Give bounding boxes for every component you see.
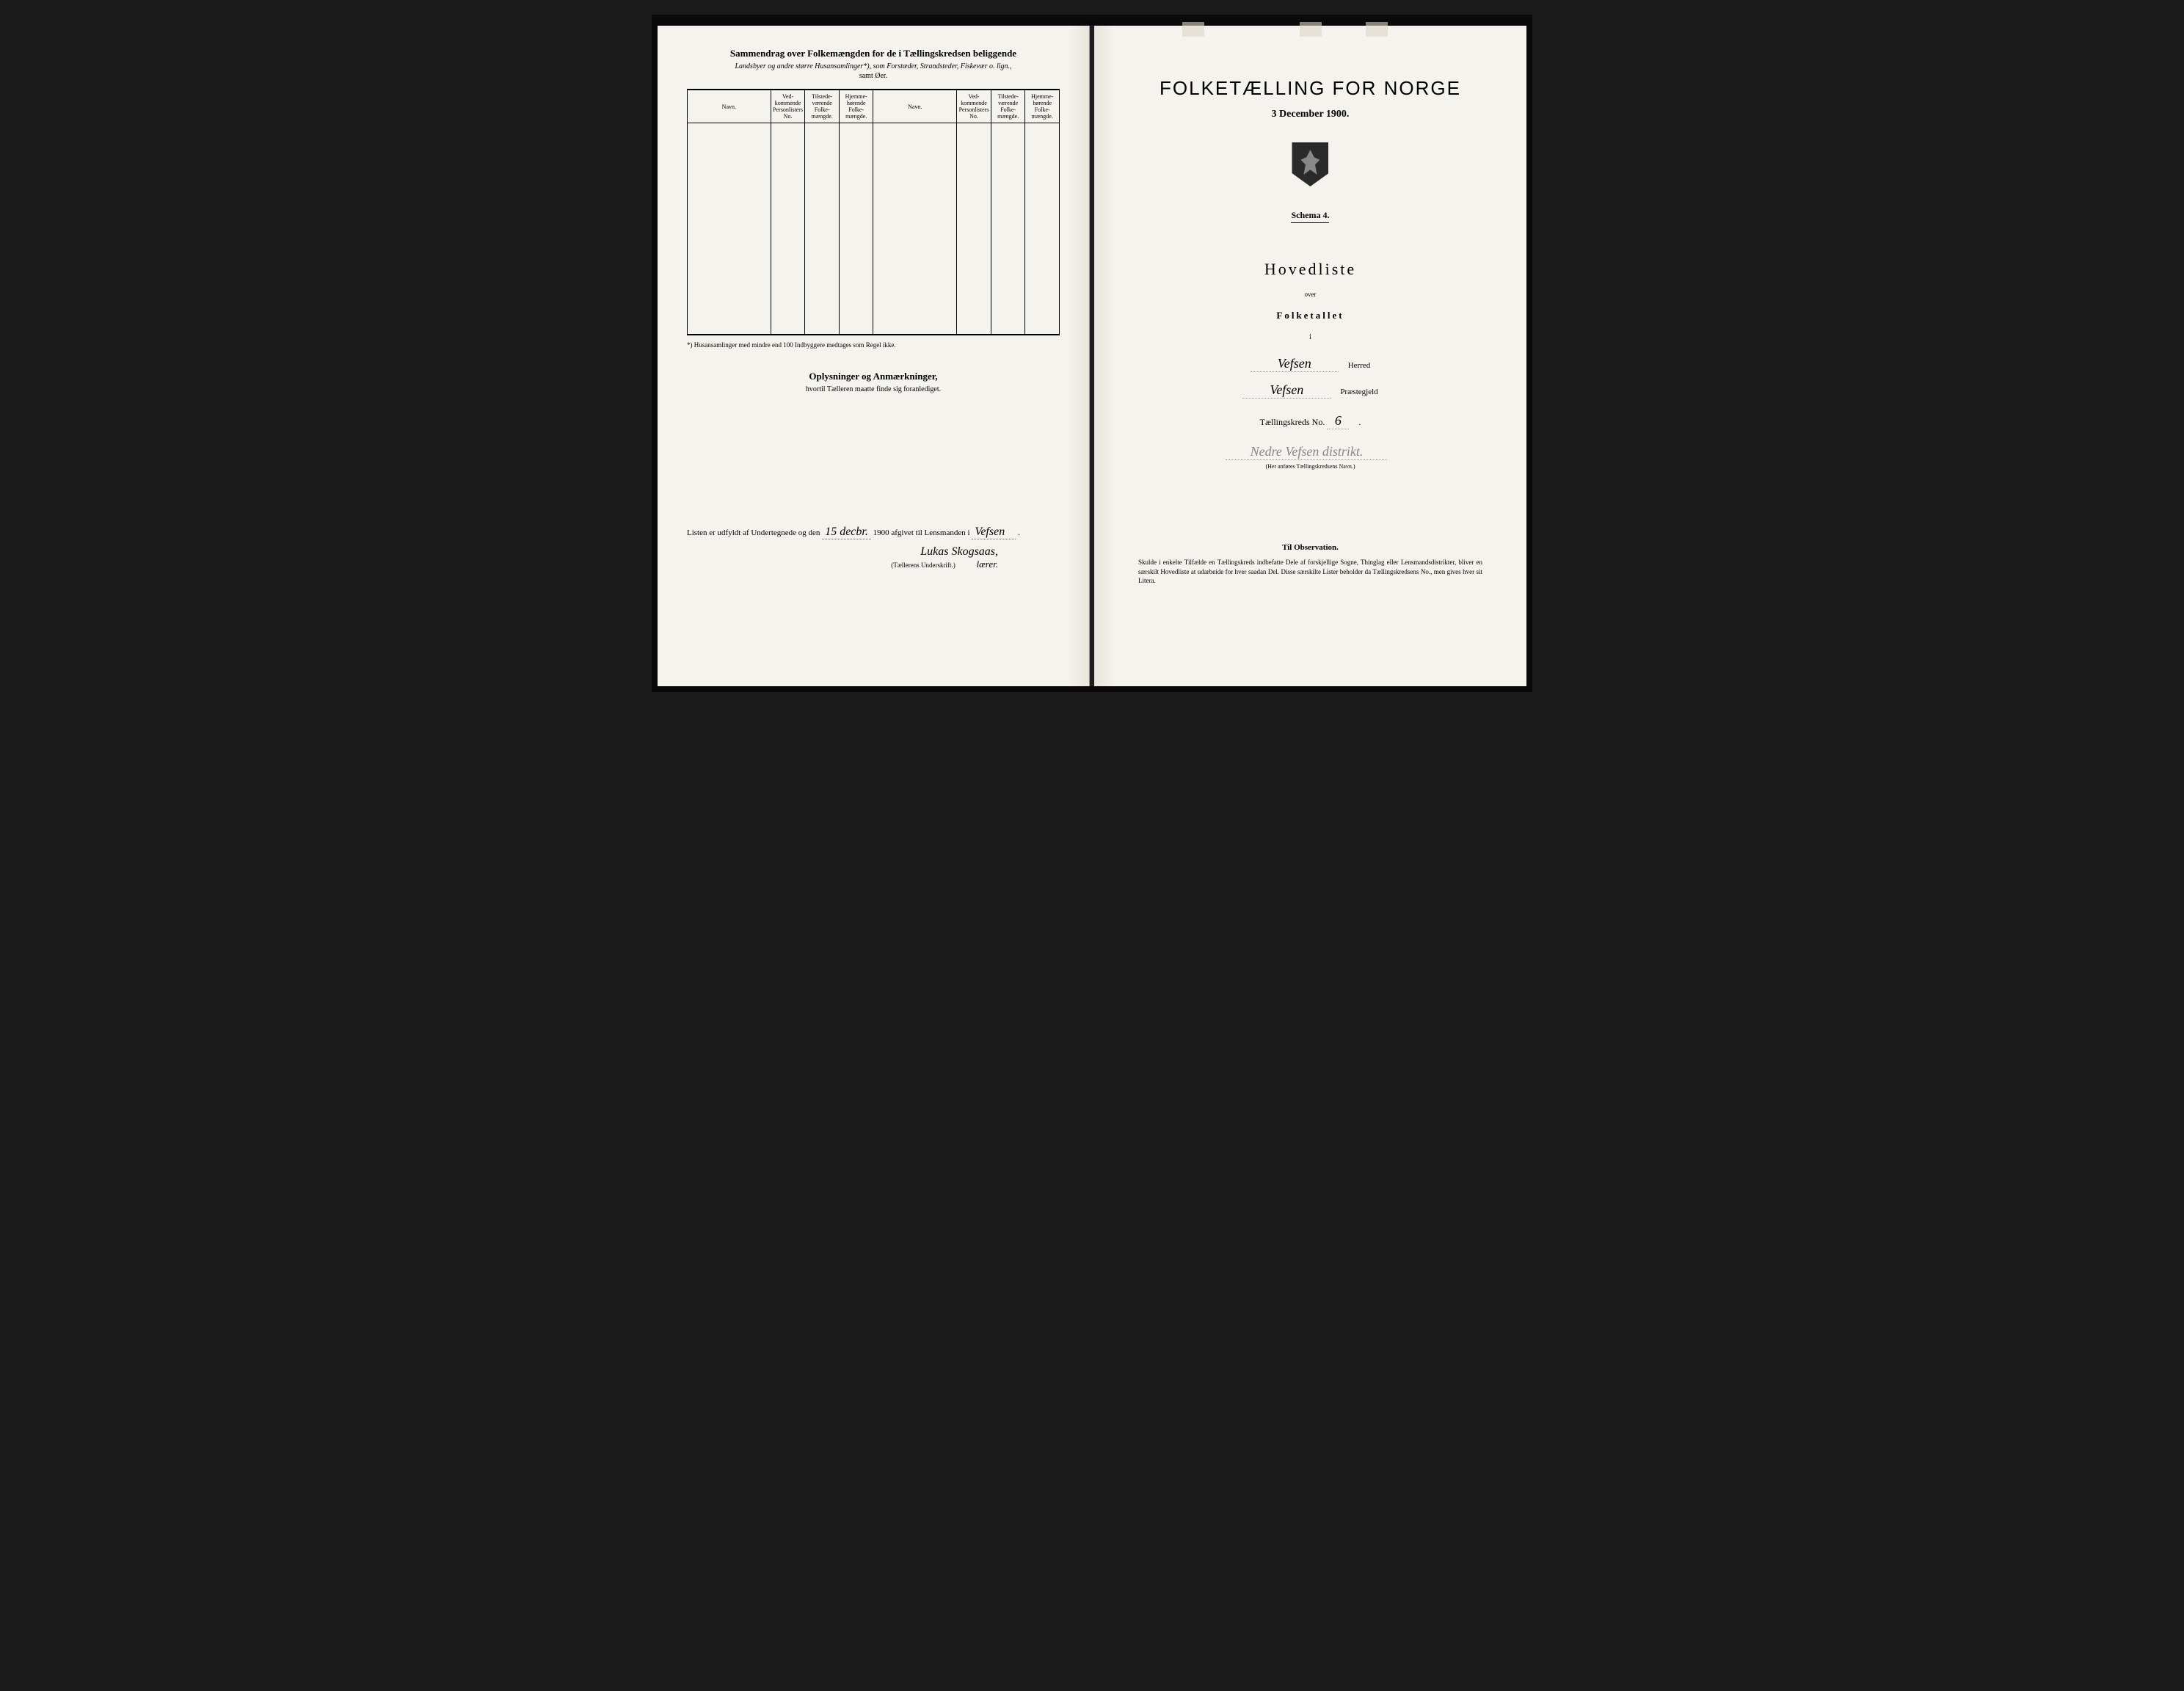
tape-mark	[1182, 22, 1204, 37]
left-page: Sammendrag over Folkemængden for de i Tæ…	[658, 26, 1090, 686]
sig-label: (Tællerens Underskrift.)	[891, 561, 955, 569]
over-label: over	[1124, 291, 1497, 298]
district-row: Nedre Vefsen distrikt.	[1124, 444, 1497, 460]
col-navn-1: Navn.	[688, 90, 771, 123]
i-label: i	[1124, 333, 1497, 341]
sig-place: Vefsen	[972, 526, 1016, 539]
summary-subtitle2: samt Øer.	[687, 72, 1060, 80]
table-row	[688, 282, 1060, 299]
sig-year: 1900	[873, 528, 889, 537]
table-row	[688, 247, 1060, 264]
census-title: FOLKETÆLLING FOR NORGE	[1124, 77, 1497, 100]
district-name: Nedre Vefsen distrikt.	[1226, 444, 1387, 460]
tape-mark	[1300, 22, 1322, 37]
table-row	[688, 299, 1060, 317]
table-row	[688, 211, 1060, 229]
hovedliste-heading: Hovedliste	[1124, 260, 1497, 279]
summary-subtitle: Landsbyer og andre større Husansamlinger…	[687, 62, 1060, 70]
signature-name-row: Lukas Skogsaas,	[687, 545, 1001, 559]
table-row	[688, 123, 1060, 141]
census-date: 3 December 1900.	[1124, 109, 1497, 120]
signer-role: lærer.	[957, 559, 1001, 570]
praeste-value: Vefsen	[1242, 382, 1331, 399]
praeste-row: Vefsen Præstegjeld	[1124, 382, 1497, 399]
kreds-value: 6	[1327, 413, 1349, 429]
herred-value: Vefsen	[1251, 356, 1339, 372]
footnote: *) Husansamlinger med mindre end 100 Ind…	[687, 341, 1060, 349]
book-spread: Sammendrag over Folkemængden for de i Tæ…	[652, 15, 1532, 692]
signature-label-row: (Tællerens Underskrift.) lærer.	[687, 559, 1001, 570]
praeste-label: Præstegjeld	[1340, 388, 1377, 396]
col-navn-2: Navn.	[873, 90, 957, 123]
sig-mid: afgivet til Lensmanden i	[891, 528, 969, 537]
remarks-title: Oplysninger og Anmærkninger,	[687, 371, 1060, 382]
coat-of-arms-icon	[1292, 142, 1328, 186]
table-row	[688, 194, 1060, 211]
col-hjemme-1: Hjemme-hørende Folke-mængde.	[839, 90, 873, 123]
table-row	[688, 176, 1060, 194]
folketallet-label: Folketallet	[1124, 310, 1497, 321]
right-page: FOLKETÆLLING FOR NORGE 3 December 1900. …	[1094, 26, 1526, 686]
kreds-label: Tællingskreds No.	[1260, 417, 1325, 427]
col-tilstede-1: Tilstede-værende Folke-mængde.	[805, 90, 840, 123]
herred-label: Herred	[1348, 361, 1371, 370]
table-row	[688, 159, 1060, 176]
table-row	[688, 317, 1060, 335]
signature-line: Listen er udfyldt af Undertegnede og den…	[687, 526, 1060, 539]
sig-prefix: Listen er udfyldt af Undertegnede og den	[687, 528, 820, 537]
kreds-row: Tællingskreds No. 6 .	[1124, 413, 1497, 429]
col-tilstede-2: Tilstede-værende Folke-mængde.	[991, 90, 1025, 123]
summary-title: Sammendrag over Folkemængden for de i Tæ…	[687, 48, 1060, 59]
summary-table: Navn. Ved-kommende Personlisters No. Til…	[687, 89, 1060, 335]
table-row	[688, 229, 1060, 247]
col-hjemme-2: Hjemme-hørende Folke-mængde.	[1025, 90, 1060, 123]
observation-text: Skulde i enkelte Tilfælde en Tællingskre…	[1124, 558, 1497, 586]
col-ved-1: Ved-kommende Personlisters No.	[771, 90, 805, 123]
sig-date: 15 decbr.	[822, 526, 871, 539]
table-row	[688, 141, 1060, 159]
district-caption: (Her anføres Tællingskredsens Navn.)	[1124, 463, 1497, 470]
observation-title: Til Observation.	[1124, 543, 1497, 552]
tape-mark	[1366, 22, 1388, 37]
schema-wrap: Schema 4.	[1124, 208, 1497, 223]
col-ved-2: Ved-kommende Personlisters No.	[957, 90, 991, 123]
table-row	[688, 264, 1060, 282]
remarks-subtitle: hvortil Tælleren maatte finde sig foranl…	[687, 385, 1060, 393]
herred-row: Vefsen Herred	[1124, 356, 1497, 372]
schema-label: Schema 4.	[1291, 210, 1329, 223]
table-body	[688, 123, 1060, 335]
signer-name: Lukas Skogsaas,	[917, 545, 1001, 559]
